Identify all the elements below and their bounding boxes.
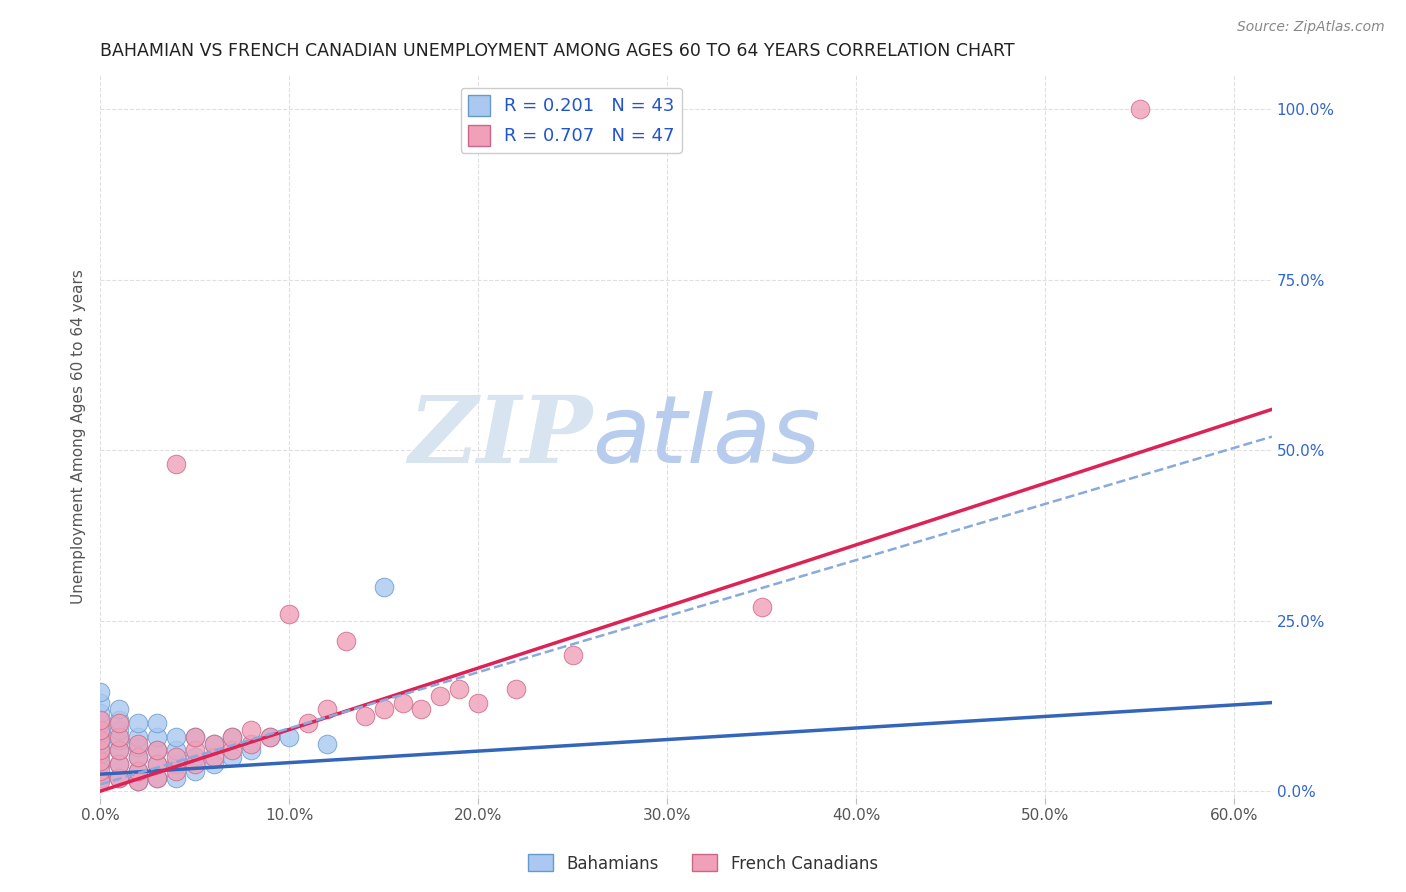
- Point: [89, 754, 111, 768]
- Point: [127, 750, 149, 764]
- Point: [316, 702, 339, 716]
- Point: [297, 716, 319, 731]
- Point: [89, 696, 111, 710]
- Point: [165, 457, 187, 471]
- Point: [89, 685, 111, 699]
- Point: [89, 713, 111, 727]
- Point: [108, 756, 131, 771]
- Point: [165, 771, 187, 785]
- Point: [183, 750, 205, 764]
- Point: [221, 730, 243, 744]
- Y-axis label: Unemployment Among Ages 60 to 64 years: Unemployment Among Ages 60 to 64 years: [72, 269, 86, 604]
- Point: [108, 771, 131, 785]
- Point: [127, 730, 149, 744]
- Point: [89, 706, 111, 720]
- Point: [127, 716, 149, 731]
- Point: [146, 771, 169, 785]
- Point: [429, 689, 451, 703]
- Point: [183, 730, 205, 744]
- Point: [108, 756, 131, 771]
- Point: [89, 743, 111, 757]
- Point: [165, 756, 187, 771]
- Point: [411, 702, 433, 716]
- Point: [146, 716, 169, 731]
- Point: [89, 774, 111, 789]
- Point: [108, 730, 131, 744]
- Point: [127, 739, 149, 754]
- Point: [146, 756, 169, 771]
- Point: [335, 634, 357, 648]
- Point: [108, 733, 131, 747]
- Point: [240, 737, 263, 751]
- Point: [373, 702, 395, 716]
- Point: [89, 733, 111, 747]
- Point: [183, 743, 205, 757]
- Point: [127, 774, 149, 789]
- Point: [108, 743, 131, 757]
- Point: [127, 750, 149, 764]
- Point: [202, 737, 225, 751]
- Legend: Bahamians, French Canadians: Bahamians, French Canadians: [522, 847, 884, 880]
- Point: [391, 696, 413, 710]
- Point: [183, 730, 205, 744]
- Point: [89, 756, 111, 771]
- Point: [127, 764, 149, 778]
- Point: [165, 743, 187, 757]
- Point: [467, 696, 489, 710]
- Point: [202, 737, 225, 751]
- Point: [278, 730, 301, 744]
- Text: BAHAMIAN VS FRENCH CANADIAN UNEMPLOYMENT AMONG AGES 60 TO 64 YEARS CORRELATION C: BAHAMIAN VS FRENCH CANADIAN UNEMPLOYMENT…: [100, 42, 1015, 60]
- Point: [89, 771, 111, 785]
- Text: Source: ZipAtlas.com: Source: ZipAtlas.com: [1237, 20, 1385, 34]
- Point: [240, 743, 263, 757]
- Point: [221, 743, 243, 757]
- Point: [108, 771, 131, 785]
- Point: [449, 681, 471, 696]
- Point: [505, 681, 527, 696]
- Point: [373, 580, 395, 594]
- Point: [202, 756, 225, 771]
- Point: [89, 764, 111, 778]
- Point: [127, 774, 149, 789]
- Point: [183, 764, 205, 778]
- Point: [353, 709, 375, 723]
- Point: [146, 743, 169, 757]
- Text: ZIP: ZIP: [408, 392, 592, 482]
- Point: [146, 730, 169, 744]
- Point: [259, 730, 281, 744]
- Point: [89, 723, 111, 737]
- Point: [108, 723, 131, 737]
- Point: [1129, 103, 1152, 117]
- Point: [146, 743, 169, 757]
- Point: [165, 750, 187, 764]
- Text: atlas: atlas: [592, 391, 821, 483]
- Point: [108, 716, 131, 731]
- Point: [561, 648, 583, 662]
- Point: [259, 730, 281, 744]
- Point: [89, 716, 111, 731]
- Point: [108, 743, 131, 757]
- Point: [165, 764, 187, 778]
- Point: [316, 737, 339, 751]
- Point: [146, 771, 169, 785]
- Point: [221, 730, 243, 744]
- Point: [146, 756, 169, 771]
- Point: [108, 713, 131, 727]
- Legend: R = 0.201   N = 43, R = 0.707   N = 47: R = 0.201 N = 43, R = 0.707 N = 47: [461, 87, 682, 153]
- Point: [221, 750, 243, 764]
- Point: [89, 737, 111, 751]
- Point: [183, 756, 205, 771]
- Point: [127, 737, 149, 751]
- Point: [202, 750, 225, 764]
- Point: [278, 607, 301, 621]
- Point: [165, 730, 187, 744]
- Point: [127, 764, 149, 778]
- Point: [89, 747, 111, 761]
- Point: [89, 726, 111, 740]
- Point: [240, 723, 263, 737]
- Point: [751, 600, 773, 615]
- Point: [108, 702, 131, 716]
